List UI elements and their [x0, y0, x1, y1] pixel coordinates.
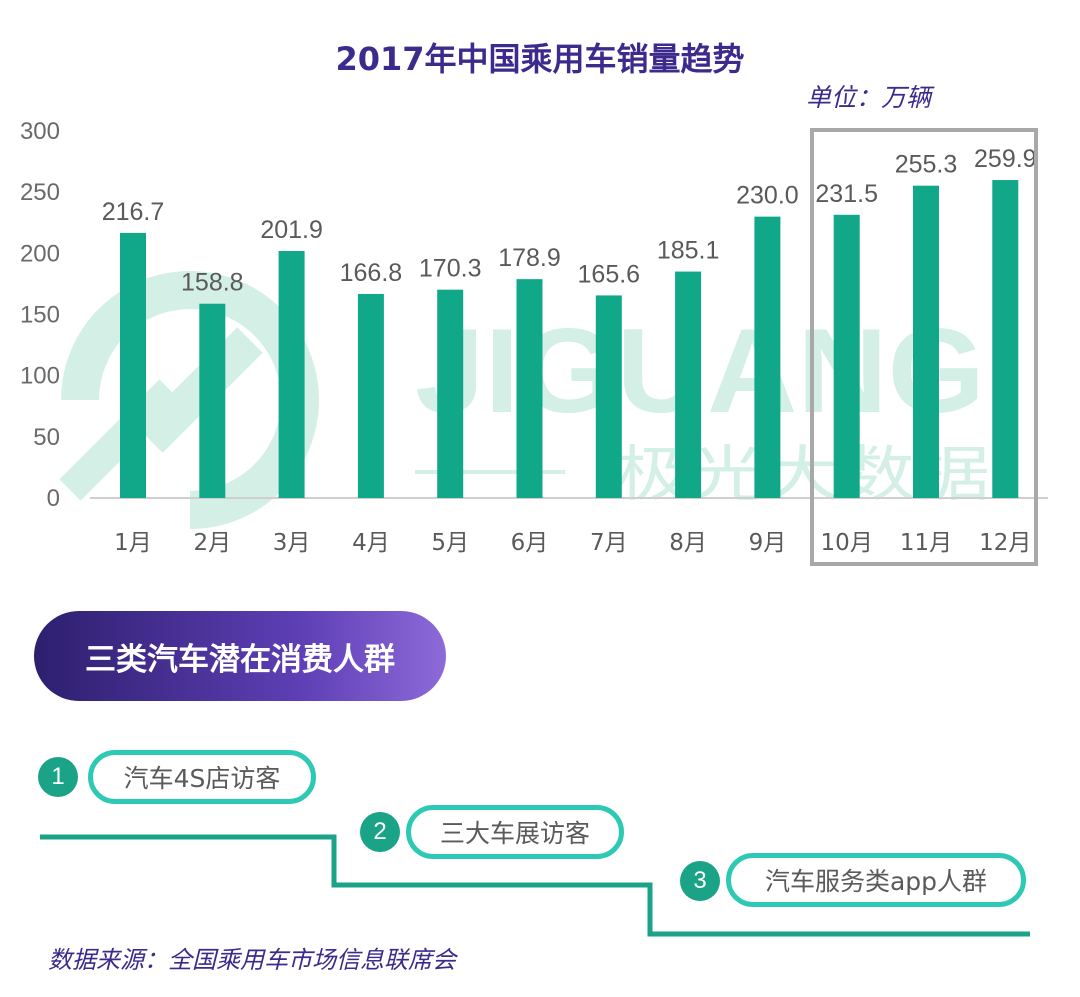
bar-value-label: 231.5 — [815, 180, 878, 208]
bar — [278, 251, 305, 498]
group-2-pill: 三大车展访客 — [406, 805, 624, 859]
bar — [199, 303, 226, 498]
y-tick-label: 250 — [20, 179, 60, 206]
y-tick-label: 50 — [33, 424, 60, 451]
value-labels: 216.7 158.8 201.9 166.8 170.3 178.9 165.6 185.1… — [102, 145, 1037, 297]
bar-value-label: 165.6 — [578, 260, 641, 288]
group-1-number: 1 — [38, 757, 78, 797]
bar — [357, 293, 384, 498]
group-1-pill: 汽车4S店访客 — [88, 750, 316, 804]
group-3-number: 3 — [680, 861, 720, 901]
bar-value-label: 216.7 — [102, 198, 165, 226]
bar — [516, 279, 543, 498]
x-tick-label: 3月 — [273, 530, 311, 556]
bar — [833, 214, 860, 498]
bar — [675, 271, 702, 498]
x-axis-labels: 1月 2月 3月 4月 5月 6月 7月 8月 9月 10月 11月 12月 — [114, 530, 1031, 556]
x-tick-label: 10月 — [821, 530, 873, 556]
x-tick-label: 1月 — [114, 530, 152, 556]
bar-value-label: 170.3 — [419, 255, 482, 283]
y-tick-label: 0 — [47, 485, 60, 512]
bar — [992, 180, 1019, 498]
section-title-pill: 三类汽车潜在消费人群 — [34, 611, 446, 701]
data-source: 数据来源：全国乘用车市场信息联席会 — [48, 946, 456, 974]
highlight-box — [810, 128, 1038, 566]
group-2-number: 2 — [360, 812, 400, 852]
unit-label: 单位：万辆 — [806, 83, 932, 112]
bar-value-label: 201.9 — [260, 216, 323, 244]
chart-title: 2017年中国乘用车销量趋势 — [335, 40, 745, 78]
bar — [595, 295, 622, 498]
bar — [437, 289, 464, 498]
x-tick-label: 7月 — [590, 530, 628, 556]
bar-value-label: 158.8 — [181, 269, 244, 297]
y-tick-label: 200 — [20, 240, 60, 267]
x-tick-label: 6月 — [511, 530, 549, 556]
group-3-pill: 汽车服务类app人群 — [726, 853, 1026, 907]
bar — [754, 216, 781, 498]
staircase-line — [40, 834, 1030, 937]
y-axis: 0 50 100 150 200 250 300 — [20, 118, 60, 512]
bars — [120, 180, 1019, 499]
bar-value-label: 259.9 — [974, 145, 1037, 173]
y-tick-label: 100 — [20, 363, 60, 390]
x-tick-label: 8月 — [669, 530, 707, 556]
y-tick-label: 150 — [20, 302, 60, 329]
bar-value-label: 185.1 — [657, 237, 720, 265]
x-tick-label: 9月 — [749, 530, 787, 556]
bar — [120, 232, 146, 498]
bar-value-label: 166.8 — [340, 259, 403, 287]
y-tick-label: 300 — [20, 118, 60, 145]
x-tick-label: 11月 — [900, 530, 952, 556]
bar-value-label: 255.3 — [895, 151, 958, 179]
x-tick-label: 4月 — [352, 530, 390, 556]
x-tick-label: 2月 — [193, 530, 231, 556]
x-tick-label: 5月 — [431, 530, 469, 556]
x-tick-label: 12月 — [979, 530, 1031, 556]
bar-value-label: 230.0 — [736, 182, 799, 210]
bar-value-label: 178.9 — [498, 244, 561, 272]
bar — [913, 185, 939, 499]
watermark-rule — [415, 470, 565, 474]
